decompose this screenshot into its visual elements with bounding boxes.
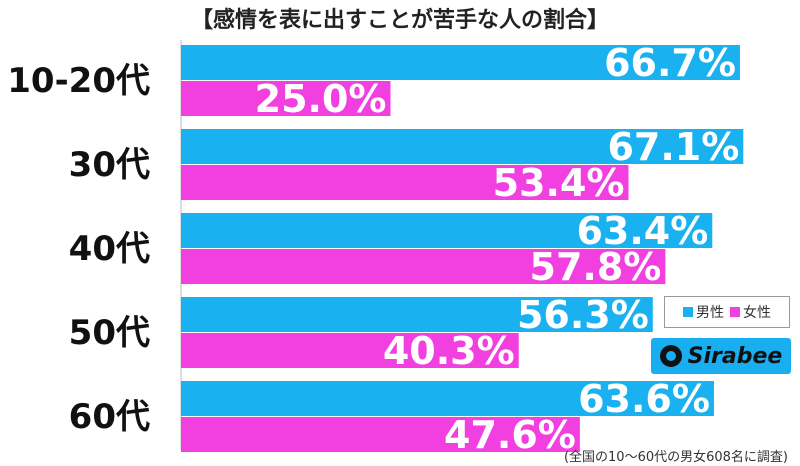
legend-swatch-female [730,307,740,317]
category-label: 30代 [69,145,150,185]
legend-label-female: 女性 [743,305,771,321]
value-label-male: 63.6% [578,377,710,421]
value-label-female: 47.6% [444,413,576,457]
legend-swatch-male [683,307,693,317]
legend-item-male: 男性 [683,302,724,322]
bar-female [181,333,519,368]
chart-title: 【感情を表に出すことが苦手な人の割合】 [190,8,609,33]
value-label-female: 57.8% [530,245,662,289]
value-label-male: 56.3% [517,293,649,337]
bar-male [181,213,713,248]
legend-item-female: 女性 [730,302,771,322]
category-label: 40代 [69,229,150,269]
bar-female [181,417,580,452]
category-label: 50代 [69,313,150,353]
logo-mark-icon [659,345,682,367]
bar-male [181,297,653,332]
category-label: 60代 [69,397,150,437]
legend-label-male: 男性 [696,305,724,321]
value-label-male: 63.4% [576,209,708,253]
value-label-female: 53.4% [493,161,625,205]
bar-male [181,381,714,416]
sirabee-logo: Sirabee [651,338,791,374]
value-label-female: 40.3% [383,329,515,373]
logo-text: Sirabee [687,343,783,369]
category-label: 10-20代 [7,61,150,101]
bar-female [181,249,666,284]
bar-male [181,45,740,80]
value-label-female: 25.0% [255,77,387,121]
value-label-male: 67.1% [607,125,739,169]
value-label-male: 66.7% [604,41,736,85]
footnote: (全国の10～60代の男女608名に調査) [563,450,788,465]
legend: 男性 女性 [664,296,790,328]
bar-female [181,165,629,200]
bar-male [181,129,744,164]
bar-female [181,81,391,116]
